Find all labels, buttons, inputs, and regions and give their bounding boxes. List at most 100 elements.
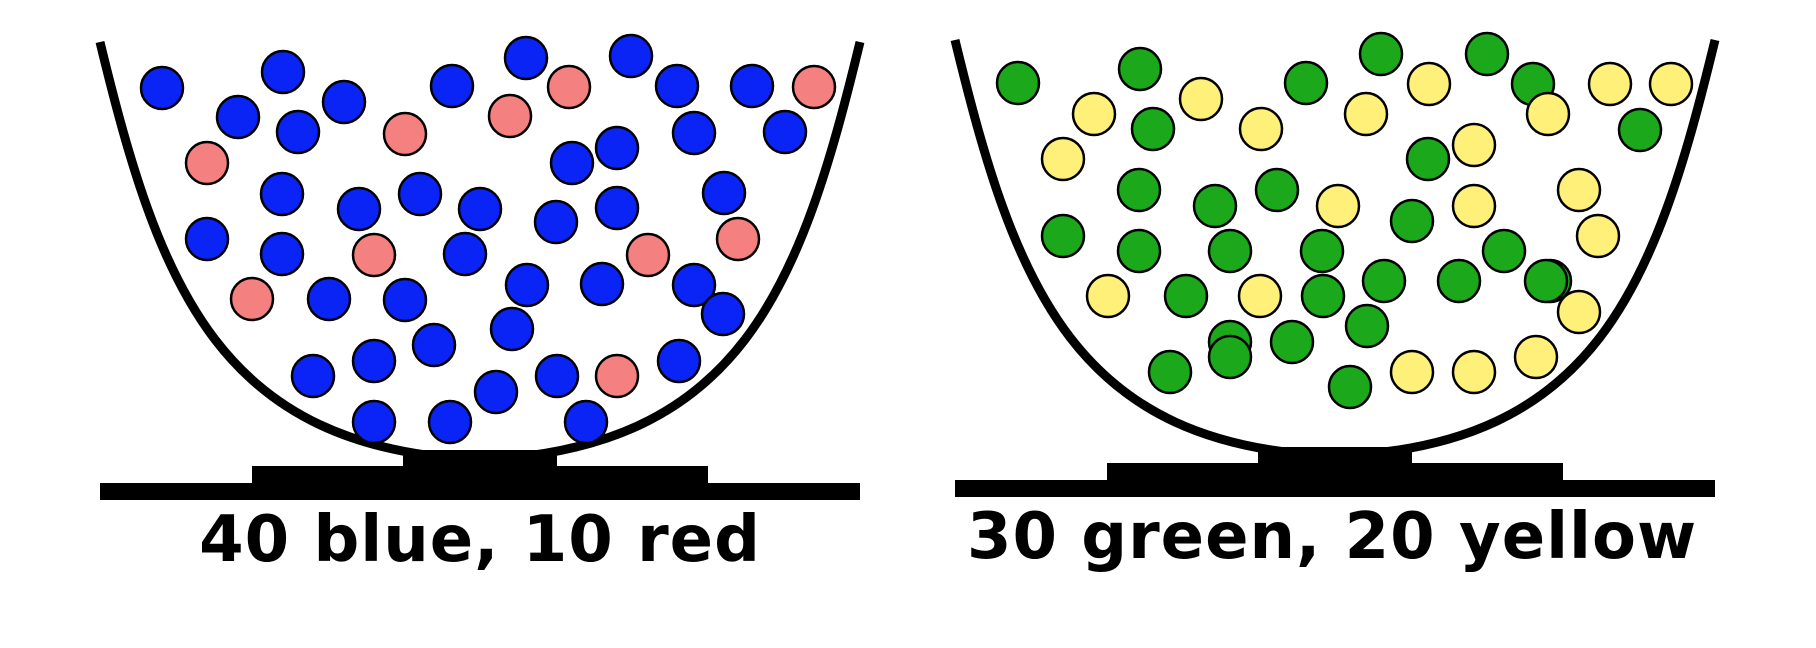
yellow-ball [1556,167,1602,213]
green-ball [1344,303,1390,349]
red-ball [382,111,428,157]
green-ball [1523,258,1569,304]
blue-ball [260,49,306,95]
blue-ball [321,79,367,125]
blue-ball [411,322,457,368]
blue-ball [504,262,550,308]
green-ball [1299,228,1345,274]
green-ball [1300,273,1346,319]
yellow-ball [1238,106,1284,152]
yellow-ball [1587,61,1633,107]
green-ball [1207,228,1253,274]
yellow-ball [1556,289,1602,335]
red-ball [594,353,640,399]
right-stand-middle [1107,463,1563,480]
blue-ball [489,306,535,352]
blue-ball [656,338,702,384]
blue-ball [429,63,475,109]
green-ball [1283,60,1329,106]
red-ball [184,140,230,186]
green-ball [1327,364,1373,410]
blue-ball [473,369,519,415]
blue-ball [762,109,808,155]
left-stand-base [100,483,860,500]
green-ball [1464,31,1510,77]
left-stand-top [403,450,557,466]
green-ball [1147,349,1193,395]
right-stand-top [1258,447,1412,463]
yellow-ball [1451,183,1497,229]
red-ball [625,232,671,278]
green-ball [1116,167,1162,213]
blue-ball [306,276,352,322]
red-ball [546,64,592,110]
blue-ball [549,140,595,186]
red-ball [715,216,761,262]
green-ball [1358,31,1404,77]
green-ball [1389,198,1435,244]
blue-ball [351,399,397,445]
green-ball [1617,107,1663,153]
blue-ball [215,94,261,140]
blue-ball [503,35,549,81]
blue-ball [275,109,321,155]
green-ball [995,60,1041,106]
blue-ball [351,338,397,384]
yellow-ball [1575,213,1621,259]
red-ball [791,64,837,110]
blue-ball [290,353,336,399]
green-ball [1254,167,1300,213]
red-ball [487,93,533,139]
left-bowl [95,33,865,500]
green-ball [1117,46,1163,92]
yellow-ball [1513,334,1559,380]
green-ball [1436,258,1482,304]
right-bowl [950,31,1720,497]
yellow-ball [1525,91,1571,137]
left-bowl-caption: 40 blue, 10 red [199,503,761,577]
green-ball [1405,136,1451,182]
yellow-ball [1085,273,1131,319]
yellow-ball [1406,61,1452,107]
blue-ball [534,353,580,399]
red-ball [229,276,275,322]
blue-ball [533,199,579,245]
green-ball [1116,228,1162,274]
green-ball [1040,213,1086,259]
left-stand-middle [252,466,708,483]
green-ball [1192,183,1238,229]
yellow-ball [1315,183,1361,229]
red-ball [351,232,397,278]
green-ball [1361,258,1407,304]
yellow-ball [1648,61,1694,107]
blue-ball [382,277,428,323]
blue-ball [259,231,305,277]
yellow-ball [1237,273,1283,319]
green-ball [1207,334,1253,380]
blue-ball [442,231,488,277]
green-ball [1163,273,1209,319]
right-bowl-caption: 30 green, 20 yellow [966,500,1698,574]
green-ball [1130,106,1176,152]
blue-ball [700,291,746,337]
blue-ball [608,33,654,79]
blue-ball [259,171,305,217]
blue-ball [184,216,230,262]
blue-ball [671,262,717,308]
yellow-ball [1451,122,1497,168]
left-bowl-balls [139,33,837,445]
blue-ball [671,110,717,156]
yellow-ball [1343,91,1389,137]
yellow-ball [1451,349,1497,395]
yellow-ball [1040,136,1086,182]
blue-ball [427,399,473,445]
blue-ball [654,63,700,109]
blue-ball [397,171,443,217]
yellow-ball [1071,91,1117,137]
blue-ball [139,65,185,111]
right-bowl-balls [995,31,1694,410]
blue-ball [579,261,625,307]
blue-ball [594,185,640,231]
blue-ball [729,63,775,109]
